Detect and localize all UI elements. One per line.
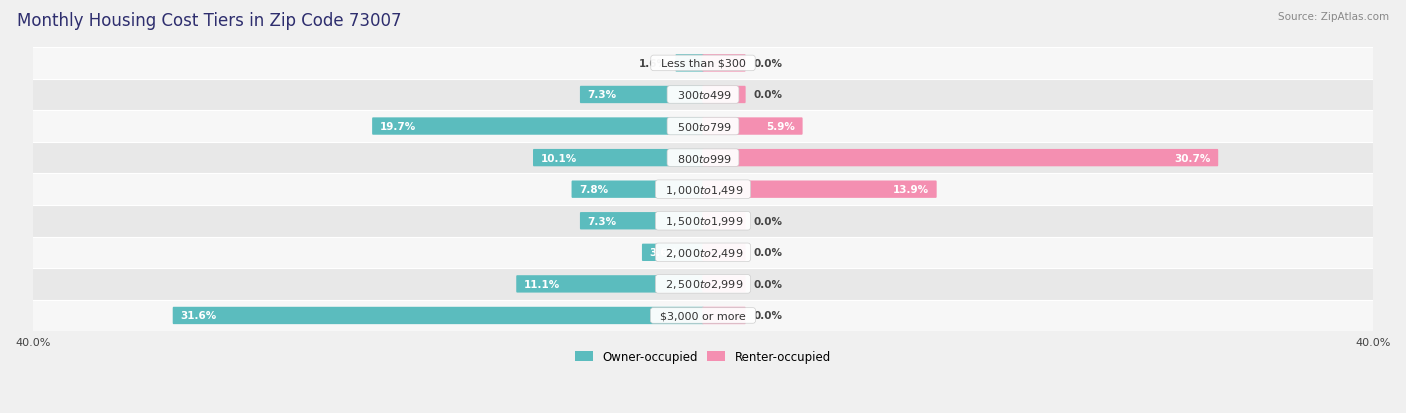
Text: $2,000 to $2,499: $2,000 to $2,499 [658, 246, 748, 259]
Text: $2,500 to $2,999: $2,500 to $2,999 [658, 278, 748, 291]
FancyBboxPatch shape [702, 275, 745, 293]
Bar [32, 300, 1374, 332]
FancyBboxPatch shape [702, 150, 1218, 167]
Text: $500 to $799: $500 to $799 [669, 121, 737, 133]
FancyBboxPatch shape [702, 87, 745, 104]
Text: 3.6%: 3.6% [650, 248, 678, 258]
FancyBboxPatch shape [702, 181, 936, 198]
Text: 19.7%: 19.7% [380, 122, 416, 132]
Bar [32, 142, 1374, 174]
Text: 0.0%: 0.0% [754, 248, 782, 258]
Text: 0.0%: 0.0% [754, 59, 782, 69]
Legend: Owner-occupied, Renter-occupied: Owner-occupied, Renter-occupied [571, 346, 835, 368]
FancyBboxPatch shape [579, 213, 704, 230]
Bar [32, 48, 1374, 79]
FancyBboxPatch shape [675, 55, 704, 72]
FancyBboxPatch shape [643, 244, 704, 261]
Text: 7.8%: 7.8% [579, 185, 609, 195]
FancyBboxPatch shape [373, 118, 704, 135]
Text: 31.6%: 31.6% [180, 311, 217, 320]
Bar [32, 206, 1374, 237]
Bar [32, 268, 1374, 300]
Text: 5.9%: 5.9% [766, 122, 796, 132]
Text: 7.3%: 7.3% [588, 216, 616, 226]
Text: 1.6%: 1.6% [638, 59, 668, 69]
Bar [32, 79, 1374, 111]
FancyBboxPatch shape [702, 213, 745, 230]
FancyBboxPatch shape [572, 181, 704, 198]
Text: $3,000 or more: $3,000 or more [654, 311, 752, 320]
Text: $800 to $999: $800 to $999 [669, 152, 737, 164]
FancyBboxPatch shape [702, 118, 803, 135]
Text: $1,500 to $1,999: $1,500 to $1,999 [658, 215, 748, 228]
Text: 0.0%: 0.0% [754, 216, 782, 226]
FancyBboxPatch shape [702, 307, 745, 324]
FancyBboxPatch shape [533, 150, 704, 167]
Text: 11.1%: 11.1% [523, 279, 560, 289]
Text: Less than $300: Less than $300 [654, 59, 752, 69]
Text: 30.7%: 30.7% [1174, 153, 1211, 163]
Text: Monthly Housing Cost Tiers in Zip Code 73007: Monthly Housing Cost Tiers in Zip Code 7… [17, 12, 401, 30]
Text: $1,000 to $1,499: $1,000 to $1,499 [658, 183, 748, 196]
Text: $300 to $499: $300 to $499 [669, 89, 737, 101]
FancyBboxPatch shape [579, 87, 704, 104]
FancyBboxPatch shape [702, 244, 745, 261]
Bar [32, 111, 1374, 142]
FancyBboxPatch shape [516, 275, 704, 293]
Text: 0.0%: 0.0% [754, 90, 782, 100]
Text: 10.1%: 10.1% [540, 153, 576, 163]
Text: 0.0%: 0.0% [754, 311, 782, 320]
FancyBboxPatch shape [173, 307, 704, 324]
Text: 0.0%: 0.0% [754, 279, 782, 289]
Bar [32, 237, 1374, 268]
FancyBboxPatch shape [702, 55, 745, 72]
Text: 7.3%: 7.3% [588, 90, 616, 100]
Text: Source: ZipAtlas.com: Source: ZipAtlas.com [1278, 12, 1389, 22]
Text: 13.9%: 13.9% [893, 185, 929, 195]
Bar [32, 174, 1374, 206]
